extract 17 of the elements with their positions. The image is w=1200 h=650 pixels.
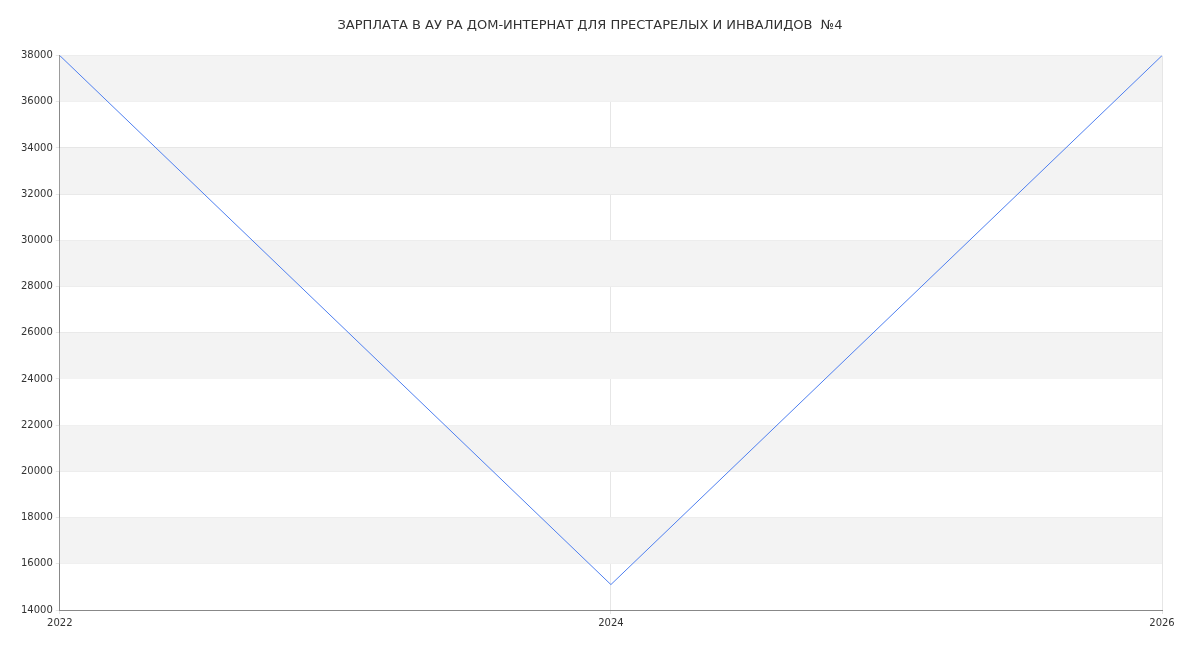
y-tick-label: 34000	[21, 141, 53, 153]
y-tick-label: 18000	[21, 511, 53, 523]
y-tick-label: 28000	[21, 280, 53, 292]
y-tick-label: 36000	[21, 95, 53, 107]
x-tick-label: 2024	[598, 616, 624, 628]
y-tick-label: 24000	[21, 372, 53, 384]
chart-title: ЗАРПЛАТА В АУ РА ДОМ-ИНТЕРНАТ ДЛЯ ПРЕСТАРЕЛЫХ И ИНВАЛИДОВ №4	[337, 17, 843, 33]
x-tick-label: 2026	[1149, 616, 1175, 628]
y-tick-label: 26000	[21, 326, 53, 338]
x-tick-label: 2022	[47, 616, 73, 628]
y-tick-label: 30000	[21, 233, 53, 245]
y-tick-label: 32000	[21, 187, 53, 199]
y-tick-label: 20000	[21, 464, 53, 476]
y-tick-label: 14000	[21, 603, 53, 615]
y-tick-label: 22000	[21, 418, 53, 430]
y-tick-label: 38000	[21, 49, 53, 61]
y-tick-label: 16000	[21, 557, 53, 569]
